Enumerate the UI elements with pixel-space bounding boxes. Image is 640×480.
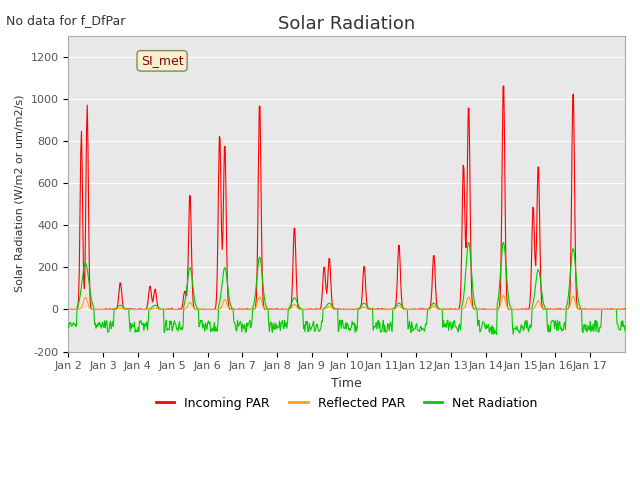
Title: Solar Radiation: Solar Radiation: [278, 15, 415, 33]
Y-axis label: Solar Radiation (W/m2 or um/m2/s): Solar Radiation (W/m2 or um/m2/s): [15, 95, 25, 292]
Legend: Incoming PAR, Reflected PAR, Net Radiation: Incoming PAR, Reflected PAR, Net Radiati…: [150, 392, 543, 415]
Text: SI_met: SI_met: [141, 54, 184, 67]
X-axis label: Time: Time: [332, 377, 362, 390]
Text: No data for f_DfPar: No data for f_DfPar: [6, 14, 126, 27]
